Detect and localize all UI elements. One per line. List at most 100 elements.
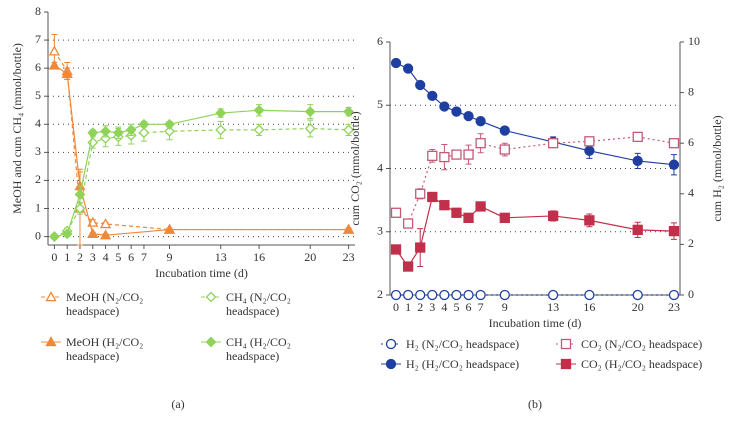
x-tick-label: 20 — [304, 250, 316, 264]
y2-tick-label: 4 — [688, 186, 694, 200]
data-point — [87, 127, 99, 139]
data-point — [342, 223, 355, 234]
legend-swatch — [381, 338, 401, 350]
data-point — [668, 159, 680, 170]
x-tick-label: 0 — [51, 250, 57, 264]
series-line — [54, 64, 349, 236]
legend-label: CO₂ (N₂/CO₂ headspace) — [581, 337, 703, 351]
y-tick-label: 5 — [35, 88, 41, 102]
data-point — [499, 289, 510, 301]
x-tick-label: 13 — [547, 300, 559, 314]
data-point — [215, 107, 227, 119]
x-tick-label: 3 — [429, 300, 435, 314]
data-point — [402, 289, 414, 301]
legend-swatch — [201, 291, 221, 303]
data-point — [475, 201, 486, 212]
legend-entry: MeOH (H₂/CO₂ headspace) — [40, 335, 175, 363]
x-axis-title: Incubation time (d) — [155, 266, 248, 280]
data-point — [668, 225, 680, 237]
x-tick-label: 2 — [77, 250, 83, 264]
y2-tick-label: 0 — [688, 287, 694, 301]
data-point — [390, 244, 402, 255]
legend-entry: MeOH (N₂/CO₂ headspace) — [40, 290, 175, 318]
series-line — [395, 136, 675, 225]
data-point — [61, 228, 73, 240]
data-point — [427, 150, 438, 162]
y2-tick-label: 10 — [688, 34, 700, 48]
data-point — [99, 218, 112, 229]
data-point — [439, 289, 450, 301]
caption: (a) — [171, 397, 184, 411]
x-tick-label: 2 — [417, 300, 423, 314]
legend-swatch — [381, 358, 401, 370]
legend-label: H₂ (H₂/CO₂ headspace) — [406, 357, 520, 371]
legend-label: CH₄ (N₂/CO₂ headspace) — [226, 290, 291, 318]
y-tick-label: 6 — [377, 34, 383, 48]
x-tick-label: 13 — [215, 250, 227, 264]
data-point — [584, 136, 595, 147]
legend-marker — [45, 291, 57, 302]
x-tick-label: 6 — [466, 300, 472, 314]
data-point — [451, 106, 462, 117]
legend-swatch — [41, 336, 61, 347]
legend-marker — [385, 358, 397, 370]
legend-entry: H₂ (H₂/CO₂ headspace) — [380, 357, 555, 371]
legend-marker — [560, 338, 572, 350]
x-tick-label: 16 — [253, 250, 265, 264]
data-point — [390, 207, 402, 218]
data-point — [463, 212, 474, 223]
data-point — [632, 289, 643, 301]
data-point — [304, 123, 316, 134]
data-point — [164, 125, 175, 137]
data-point — [632, 131, 643, 143]
x-tick-label: 9 — [167, 250, 173, 264]
data-point — [547, 289, 559, 301]
legend-swatch — [201, 336, 221, 348]
data-point — [632, 155, 643, 167]
legend-marker — [205, 291, 217, 303]
legend-entry: CH₄ (N₂/CO₂ headspace) — [200, 290, 335, 318]
data-point — [584, 215, 595, 226]
data-point — [215, 124, 227, 136]
y2-axis-title: cum H₂ (mmol/bottle) — [710, 115, 724, 221]
x-tick-label: 3 — [90, 250, 96, 264]
data-point — [48, 231, 60, 242]
data-point — [402, 218, 414, 229]
data-point — [48, 59, 61, 70]
data-point — [451, 149, 462, 160]
data-point — [74, 189, 86, 200]
y-tick-label: 2 — [377, 287, 383, 301]
x-tick-label: 7 — [141, 250, 147, 264]
x-tick-label: 20 — [632, 300, 644, 314]
data-point — [74, 203, 86, 214]
x-tick-label: 0 — [393, 300, 399, 314]
data-point — [463, 289, 474, 301]
data-point — [475, 116, 486, 127]
data-point — [253, 104, 265, 116]
caption: (b) — [528, 397, 542, 411]
y-tick-label: 3 — [377, 224, 383, 238]
legend-label: MeOH (H₂/CO₂ headspace) — [66, 335, 144, 363]
x-axis-title: Incubation time (d) — [489, 316, 582, 330]
y-tick-label: 6 — [35, 60, 41, 74]
series-line — [395, 62, 675, 166]
data-point — [415, 242, 426, 253]
data-point — [125, 124, 137, 136]
x-tick-label: 1 — [64, 250, 70, 264]
y-tick-label: 1 — [35, 200, 41, 214]
legend-marker — [385, 338, 397, 350]
legend-marker — [45, 336, 57, 347]
x-tick-label: 9 — [502, 300, 508, 314]
x-tick-label: 4 — [103, 250, 109, 264]
data-point — [547, 210, 559, 222]
data-point — [100, 125, 111, 137]
y-tick-label: 7 — [35, 32, 41, 46]
data-point — [668, 289, 680, 301]
data-point — [87, 227, 99, 239]
y2-tick-label: 2 — [688, 236, 694, 250]
data-point — [415, 188, 426, 199]
legend-label: H₂ (N₂/CO₂ headspace) — [406, 337, 520, 351]
legend-marker — [560, 358, 572, 370]
y2-tick-label: 6 — [688, 135, 694, 149]
